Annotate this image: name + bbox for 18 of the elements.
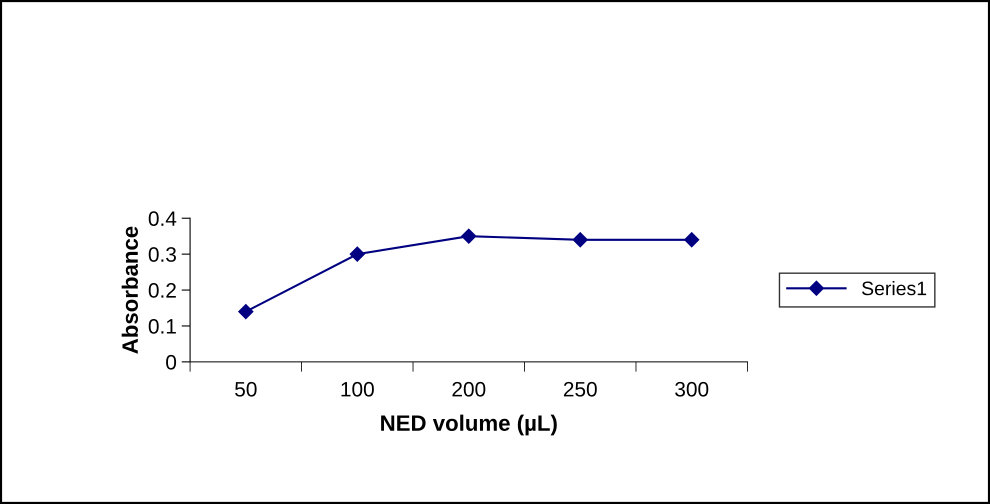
point [684,232,700,248]
point [238,304,254,320]
y-axis-title: Absorbance [122,226,138,354]
y-tick-label: 0.4 [148,211,176,226]
x-axis-title: NED volume (µL) [381,414,557,436]
point [572,232,588,248]
x-tick-label: 200 [452,382,486,397]
y-tick-label: 0.3 [148,247,176,262]
x-tick-label: 100 [342,382,374,397]
y-tick-label: 0 [166,354,176,370]
legend-label: Series1 [862,280,926,296]
point [350,246,365,262]
x-tick-label: 50 [235,382,257,397]
x-tick-label: 250 [564,382,597,397]
x-tick-label: 300 [675,382,708,397]
y-tick-label: 0.2 [148,283,176,298]
y-tick-label: 0.1 [148,318,176,334]
point [461,228,476,244]
